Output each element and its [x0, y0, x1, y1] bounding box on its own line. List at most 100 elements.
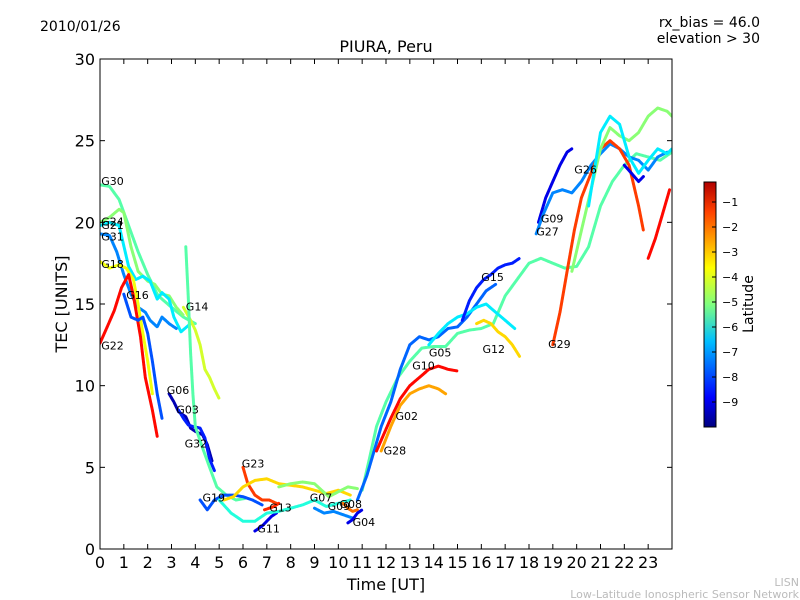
- series-g15: [460, 256, 521, 322]
- colorbar-tick-label: −7: [722, 346, 738, 359]
- series-g18: [100, 260, 154, 396]
- series-g28: [375, 364, 459, 453]
- y-tick-label: 10: [75, 377, 95, 396]
- series-g09: [537, 147, 574, 224]
- sat-label-g26: G26: [574, 163, 597, 176]
- credit-short: LISN: [774, 576, 799, 589]
- sat-label-g12: G12: [483, 343, 506, 356]
- colorbar-tick-label: −3: [722, 246, 738, 259]
- sat-label-g09: G09: [541, 212, 564, 225]
- series-g31: [100, 232, 178, 330]
- x-tick-label: 5: [214, 553, 224, 572]
- series-g14: [181, 305, 221, 401]
- sat-label-g14: G14: [186, 301, 209, 314]
- date-label: 2010/01/26: [40, 19, 121, 35]
- sat-label-g31: G31: [101, 230, 124, 243]
- series-g17: [587, 114, 672, 208]
- x-tick-label: 23: [638, 553, 658, 572]
- x-tick-label: 12: [376, 553, 396, 572]
- sat-label-g08: G08: [340, 498, 363, 511]
- x-tick-label: 19: [543, 553, 563, 572]
- series-g22: [100, 273, 159, 438]
- sat-label-g29: G29: [548, 338, 571, 351]
- series-g01: [646, 188, 672, 260]
- colorbar-ticks: −1 −2 −3 −4 −5 −6 −7 −8 −9: [712, 196, 738, 409]
- y-axis-ticks: 0 5 10 15 20 25 30: [75, 50, 672, 559]
- series-g26: [360, 150, 672, 492]
- credit-full: Low-Latitude Ionospheric Sensor Network: [570, 588, 799, 600]
- colorbar: [703, 181, 717, 428]
- sat-label-g07: G07: [310, 492, 333, 505]
- colorbar-tick-label: −8: [722, 371, 738, 384]
- series-g23: [241, 465, 278, 505]
- series-g32: [184, 245, 247, 502]
- x-tick-label: 0: [95, 553, 105, 572]
- sat-label-g15: G15: [481, 271, 504, 284]
- series-g12: [475, 318, 521, 358]
- series-g30: [100, 183, 197, 326]
- series-g09b: [313, 506, 355, 520]
- series-g02: [379, 384, 448, 453]
- sat-label-g28: G28: [384, 444, 407, 457]
- sat-label-g03: G03: [176, 403, 199, 416]
- chart-title: PIURA, Peru: [339, 37, 432, 56]
- x-tick-label: 2: [143, 553, 153, 572]
- sat-label-g18: G18: [101, 258, 124, 271]
- sat-label-g30: G30: [101, 175, 124, 188]
- x-tick-label: 6: [238, 553, 248, 572]
- x-tick-label: 21: [590, 553, 610, 572]
- series-g21: [100, 220, 193, 334]
- series-g07: [277, 480, 359, 499]
- elevation-label: elevation > 30: [657, 31, 760, 47]
- sat-label-g06: G06: [167, 384, 190, 397]
- x-tick-label: 4: [190, 553, 200, 572]
- series-g19: [198, 493, 264, 512]
- series-g20b: [622, 163, 645, 183]
- y-axis-label: TEC [UNITS]: [52, 256, 71, 354]
- x-tick-label: 18: [519, 553, 539, 572]
- series-layer: [100, 106, 672, 533]
- x-axis-label: Time [UT]: [346, 575, 425, 594]
- x-tick-label: 3: [166, 553, 176, 572]
- x-tick-label: 16: [471, 553, 491, 572]
- x-tick-label: 14: [423, 553, 443, 572]
- sat-label-g27: G27: [536, 225, 559, 238]
- series-g04: [346, 508, 364, 525]
- x-tick-label: 17: [495, 553, 515, 572]
- x-tick-label: 9: [309, 553, 319, 572]
- y-tick-label: 15: [75, 295, 95, 314]
- sat-label-g16: G16: [126, 289, 149, 302]
- sat-label-g10: G10: [412, 359, 435, 372]
- colorbar-tick-label: −6: [722, 321, 738, 334]
- series-g27a: [217, 498, 352, 523]
- sat-label-g22: G22: [101, 340, 124, 353]
- colorbar-tick-label: −4: [722, 271, 738, 284]
- y-tick-label: 30: [75, 50, 95, 69]
- sat-label-g21: G21: [101, 219, 124, 232]
- x-tick-label: 7: [262, 553, 272, 572]
- x-tick-label: 11: [352, 553, 372, 572]
- x-tick-label: 13: [400, 553, 420, 572]
- sat-label-g24: G24: [101, 216, 124, 229]
- series-g08: [341, 501, 359, 513]
- y-tick-label: 25: [75, 132, 95, 151]
- colorbar-tick-label: −9: [722, 396, 738, 409]
- sat-label-g09: G09: [328, 500, 351, 513]
- series-g16: [122, 292, 164, 420]
- x-tick-label: 20: [566, 553, 586, 572]
- x-axis-ticks: 0 1 2 3 4 5 6 7 8 9 10 11 12 13 14 15 16 17 18 19 20 21 22 23: [95, 59, 658, 572]
- x-tick-label: 10: [328, 553, 348, 572]
- x-tick-label: 8: [286, 553, 296, 572]
- colorbar-tick-label: −1: [722, 196, 738, 209]
- x-tick-label: 22: [614, 553, 634, 572]
- sat-label-g13: G13: [269, 501, 292, 514]
- colorbar-tick-label: −5: [722, 296, 738, 309]
- x-tick-label: 15: [447, 553, 467, 572]
- series-g05: [427, 302, 517, 347]
- y-tick-label: 0: [85, 540, 95, 559]
- series-g10: [355, 282, 498, 502]
- series-g13: [263, 501, 281, 512]
- rx-bias-label: rx_bias = 46.0: [659, 15, 760, 31]
